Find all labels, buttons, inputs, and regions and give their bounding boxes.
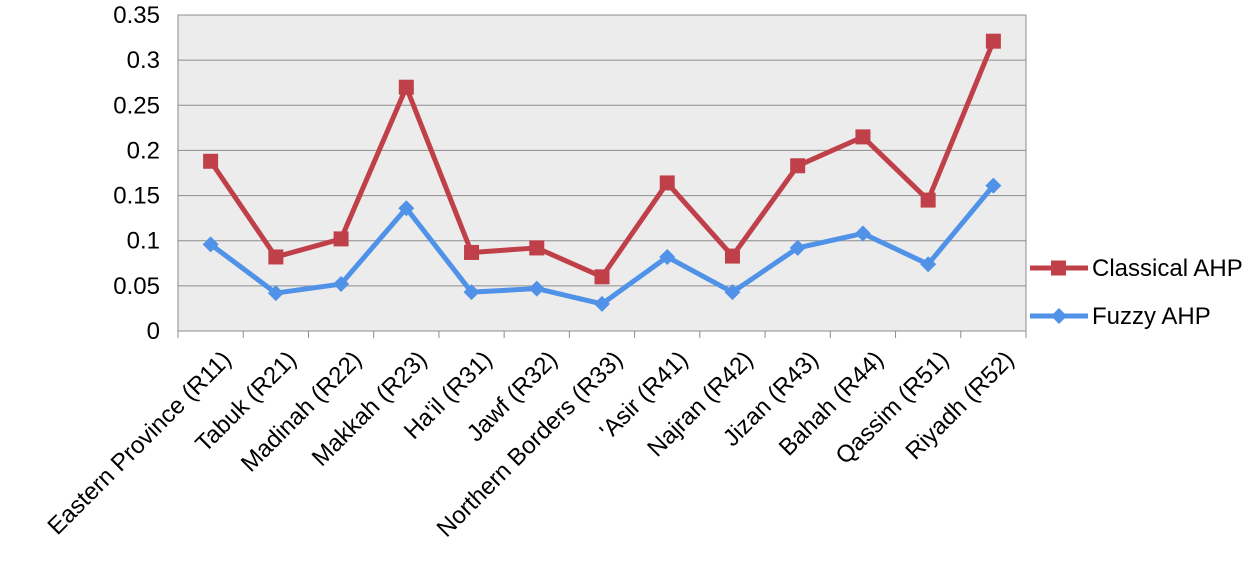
x-category-label: Makkah (R23) <box>307 346 433 472</box>
data-point-diamond <box>528 280 545 297</box>
data-point-square <box>790 158 806 174</box>
y-tick-label: 0.35 <box>113 2 160 29</box>
legend-entry: Fuzzy AHP <box>1030 303 1211 330</box>
data-point-square <box>464 244 480 260</box>
legend: Classical AHP Fuzzy AHP <box>1030 255 1243 330</box>
legend-label: Classical AHP <box>1092 255 1243 282</box>
legend-marker-diamond <box>1051 308 1067 324</box>
x-axis-category-labels: Eastern Province (R11)Tabuk (R21)Madinah… <box>43 346 1020 542</box>
data-point-square <box>659 175 675 191</box>
data-point-diamond <box>789 239 806 256</box>
series-layer <box>202 33 1002 312</box>
y-tick-label: 0 <box>147 318 160 345</box>
data-point-square <box>855 129 871 145</box>
data-point-square <box>920 192 936 208</box>
legend-entry: Classical AHP <box>1030 255 1243 282</box>
data-point-square <box>594 269 610 285</box>
data-point-diamond <box>333 276 350 293</box>
data-point-square <box>268 249 284 265</box>
data-point-square <box>724 248 740 264</box>
data-point-square <box>398 79 414 95</box>
data-point-square <box>203 153 219 169</box>
legend-label: Fuzzy AHP <box>1092 303 1211 330</box>
y-tick-label: 0.2 <box>127 137 160 164</box>
legend-marker-square <box>1051 260 1066 276</box>
data-point-diamond <box>724 284 741 301</box>
x-axis-ticks <box>177 331 1027 338</box>
data-point-square <box>985 33 1001 49</box>
data-point-diamond <box>594 295 610 312</box>
data-point-diamond <box>463 284 480 301</box>
y-tick-label: 0.15 <box>113 183 160 210</box>
data-point-diamond <box>398 200 415 217</box>
series-fuzzy-ahp <box>202 177 1002 312</box>
plot-border <box>177 14 1027 332</box>
y-tick-label: 0.1 <box>127 228 160 255</box>
x-category-label: Qassim (R51) <box>831 346 955 470</box>
gridlines <box>177 14 1027 332</box>
data-point-diamond <box>985 177 1002 194</box>
data-point-square <box>529 240 545 256</box>
data-point-diamond <box>267 285 284 302</box>
series-classical-ahp <box>203 33 1001 285</box>
data-point-diamond <box>854 225 871 242</box>
y-tick-label: 0.05 <box>113 273 160 300</box>
data-point-diamond <box>202 236 219 253</box>
data-point-square <box>333 231 349 247</box>
y-axis-tick-labels: 0 0.05 0.1 0.15 0.2 0.25 0.3 0.35 <box>113 2 160 345</box>
data-point-diamond <box>920 256 937 273</box>
data-point-diamond <box>659 248 676 265</box>
y-tick-label: 0.3 <box>127 47 160 74</box>
y-tick-label: 0.25 <box>113 92 160 119</box>
